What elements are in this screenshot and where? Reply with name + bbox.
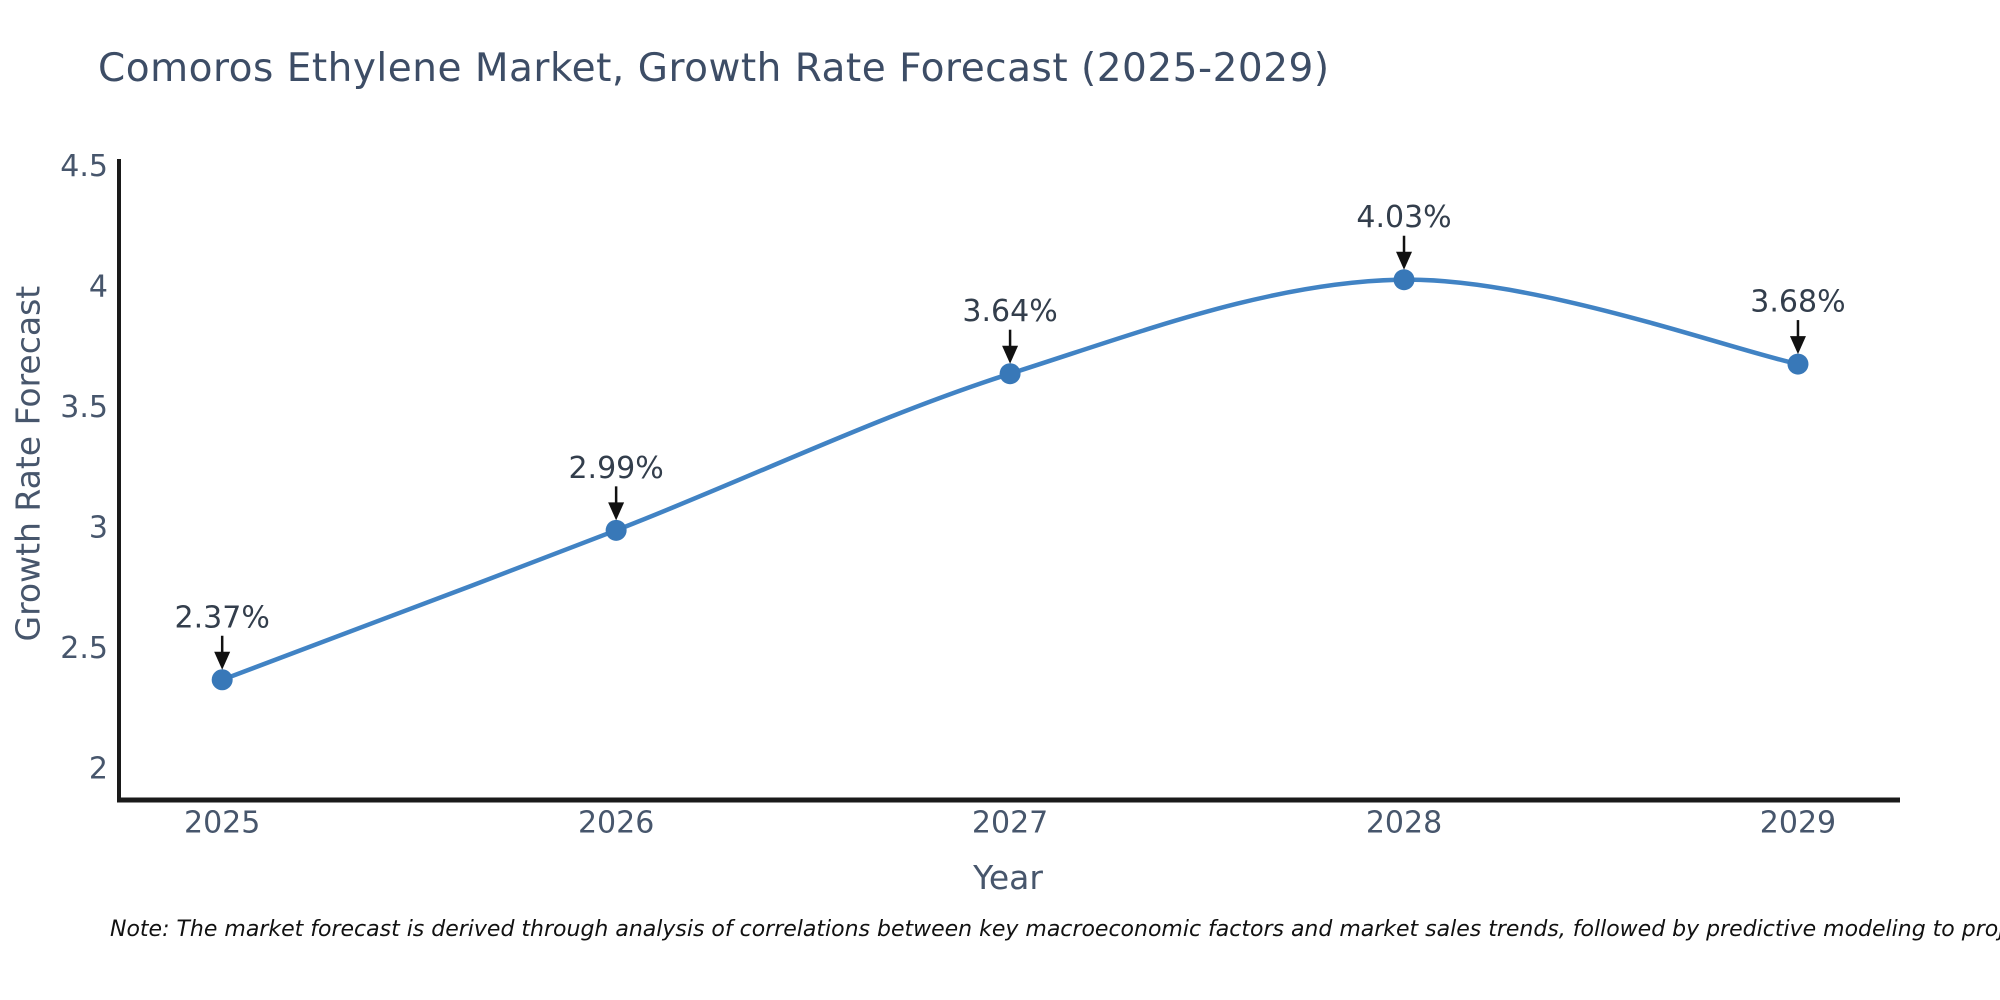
annotation-arrow-head	[214, 651, 231, 670]
annotation-label: 2.37%	[175, 600, 270, 635]
data-point-marker[interactable]	[605, 519, 627, 541]
data-point-marker[interactable]	[211, 669, 233, 691]
x-tick-label: 2029	[1760, 806, 1836, 841]
chart-title: Comoros Ethylene Market, Growth Rate For…	[98, 46, 1330, 91]
annotation-label: 3.68%	[1750, 285, 1845, 320]
footnote: Note: The market forecast is derived thr…	[110, 917, 2000, 942]
annotation-label: 3.64%	[962, 294, 1057, 329]
y-tick-label: 2.5	[60, 631, 108, 666]
x-tick-label: 2028	[1366, 806, 1442, 841]
x-tick-label: 2025	[184, 806, 260, 841]
y-tick-label: 4	[89, 269, 108, 304]
x-tick-label: 2027	[972, 806, 1048, 841]
annotation-label: 2.99%	[568, 451, 663, 486]
x-axis-title: Year	[973, 858, 1043, 897]
y-tick-label: 2	[89, 751, 108, 786]
y-tick-label: 3.5	[60, 390, 108, 425]
annotation-arrow-head	[1789, 336, 1806, 355]
x-tick-label: 2026	[578, 806, 654, 841]
annotation-arrow-head	[608, 502, 625, 521]
y-tick-label: 4.5	[60, 149, 108, 184]
data-point-marker[interactable]	[1393, 269, 1415, 291]
annotation-label: 4.03%	[1356, 200, 1451, 235]
annotation-arrow-head	[1396, 251, 1413, 270]
data-point-marker[interactable]	[1787, 353, 1809, 375]
data-point-marker[interactable]	[999, 363, 1021, 385]
annotation-arrow-head	[1002, 345, 1019, 364]
y-tick-label: 3	[89, 510, 108, 545]
